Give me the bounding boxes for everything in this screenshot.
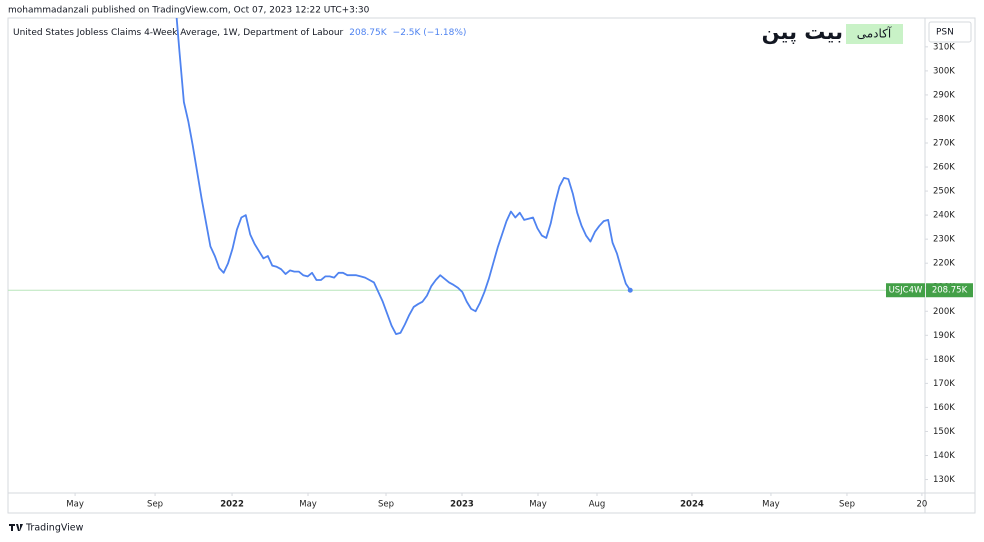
- footer-logo: [9, 524, 23, 531]
- plot: [8, 18, 925, 336]
- y-tick-label: 250K: [933, 187, 955, 197]
- price-tag-label: 208.75K: [932, 286, 968, 296]
- brand-tag: آکادمی: [857, 26, 892, 41]
- price-tag: [926, 283, 973, 298]
- y-tick-label: 270K: [933, 139, 955, 149]
- y-tick-label: 280K: [933, 114, 955, 124]
- brand-name: بیت پین: [762, 20, 843, 44]
- chart-title: United States Jobless Claims 4-Week Aver…: [13, 28, 466, 38]
- y-tick-label: 190K: [933, 331, 955, 341]
- scale-button[interactable]: [928, 21, 972, 43]
- brand-tag-box: [846, 24, 903, 44]
- y-tick-label: 160K: [933, 403, 955, 413]
- change: −2.5K (−1.18%): [393, 28, 467, 38]
- y-tick-label: 220K: [933, 259, 955, 269]
- last-value: 208.75K: [349, 28, 387, 38]
- scale-button-label[interactable]: PSN: [936, 28, 954, 38]
- y-tick-label: 180K: [933, 355, 955, 365]
- y-tick-label: 200K: [933, 307, 955, 317]
- y-tick-label: 240K: [933, 211, 955, 221]
- x-tick-label: Sep: [378, 500, 394, 510]
- frame: [7, 17, 976, 514]
- y-tick-label: 260K: [933, 163, 955, 173]
- x-tick-label: May: [299, 500, 317, 510]
- y-tick-label: 300K: [933, 66, 955, 76]
- x-tick-label: Aug: [589, 500, 606, 510]
- y-tick-label: 130K: [933, 475, 955, 485]
- x-tick-label: May: [762, 500, 780, 510]
- publisher: mohammadanzali published on TradingView.…: [8, 6, 370, 16]
- y-tick-label: 170K: [933, 379, 955, 389]
- last-point: [627, 287, 633, 293]
- y-tick-label: 230K: [933, 235, 955, 245]
- x-tick-label: May: [529, 500, 547, 510]
- footer: TradingView: [25, 523, 84, 534]
- x-tick-label: Sep: [147, 500, 163, 510]
- symbol-tag-label: USJC4W: [889, 286, 923, 296]
- series-line: [175, 18, 631, 336]
- symbol-tag: [886, 283, 925, 298]
- x-tick-label: 2022: [220, 500, 244, 510]
- y-tick-label: 310K: [933, 42, 955, 52]
- x-tick-label: 20: [916, 500, 927, 510]
- x-tick-label: May: [66, 500, 84, 510]
- y-tick-label: 140K: [933, 451, 955, 461]
- y-tick-label: 150K: [933, 427, 955, 437]
- y-tick-label: 290K: [933, 90, 955, 100]
- x-tick-label: 2024: [680, 500, 704, 510]
- x-tick-label: 2023: [450, 500, 474, 510]
- x-tick-label: Sep: [839, 500, 855, 510]
